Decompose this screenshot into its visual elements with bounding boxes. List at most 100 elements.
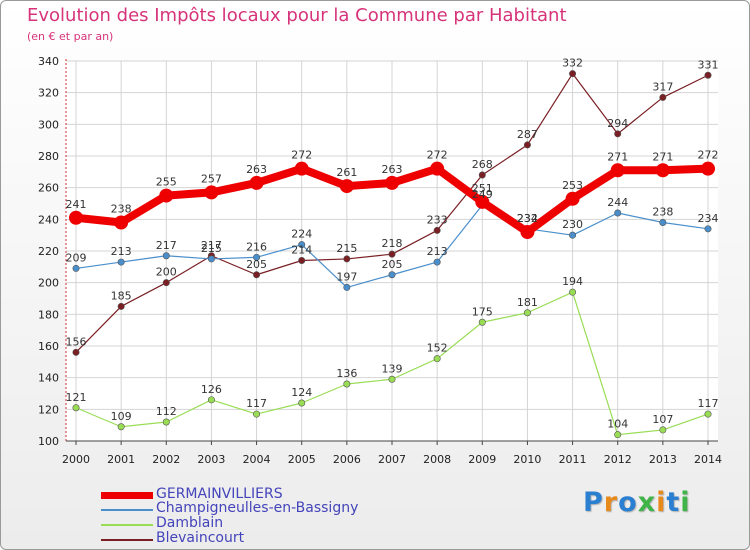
x-tick-label: 2011 bbox=[559, 453, 587, 466]
data-point bbox=[343, 283, 351, 291]
data-label: 139 bbox=[382, 362, 403, 375]
data-point bbox=[523, 309, 531, 317]
data-point bbox=[704, 410, 712, 418]
data-label: 117 bbox=[698, 397, 719, 410]
data-point bbox=[388, 250, 396, 258]
data-point bbox=[569, 288, 577, 296]
data-label: 121 bbox=[66, 391, 87, 404]
logo-letter: t bbox=[666, 487, 681, 518]
data-label: 287 bbox=[517, 128, 538, 141]
data-label: 205 bbox=[246, 258, 267, 271]
data-label: 214 bbox=[291, 244, 312, 257]
data-point bbox=[72, 404, 80, 412]
data-point bbox=[298, 256, 306, 264]
data-point bbox=[478, 318, 486, 326]
data-point bbox=[659, 93, 667, 101]
data-point bbox=[343, 255, 351, 263]
x-tick-label: 2000 bbox=[62, 453, 90, 466]
chart-subtitle: (en € et par an) bbox=[27, 30, 114, 43]
data-label: 238 bbox=[652, 206, 673, 219]
x-tick-label: 2006 bbox=[333, 453, 361, 466]
data-point bbox=[701, 161, 715, 176]
y-tick-label: 260 bbox=[38, 182, 59, 195]
data-label: 205 bbox=[382, 258, 403, 271]
data-label: 263 bbox=[246, 163, 267, 176]
legend-label: GERMAINVILLIERS bbox=[156, 486, 283, 502]
data-label: 112 bbox=[156, 405, 177, 418]
legend-label: Champigneulles-en-Bassigny bbox=[156, 500, 359, 516]
data-point bbox=[207, 255, 215, 263]
legend-label: Damblain bbox=[156, 515, 224, 531]
data-point bbox=[659, 426, 667, 434]
data-label: 194 bbox=[562, 275, 583, 288]
data-label: 117 bbox=[246, 397, 267, 410]
x-tick-label: 2007 bbox=[378, 453, 406, 466]
y-tick-label: 320 bbox=[38, 87, 59, 100]
data-label: 213 bbox=[427, 245, 448, 258]
data-point bbox=[162, 418, 170, 426]
data-point bbox=[659, 219, 667, 227]
logo-letter: x bbox=[637, 487, 657, 518]
data-point bbox=[569, 231, 577, 239]
data-label: 271 bbox=[652, 150, 673, 163]
data-label: 331 bbox=[698, 58, 719, 71]
data-label: 241 bbox=[66, 198, 87, 211]
y-tick-label: 120 bbox=[38, 403, 59, 416]
data-point bbox=[614, 431, 622, 439]
x-tick-label: 2014 bbox=[694, 453, 722, 466]
data-point bbox=[385, 175, 399, 190]
data-label: 175 bbox=[472, 305, 493, 318]
data-label: 272 bbox=[427, 149, 448, 162]
data-point bbox=[704, 71, 712, 79]
data-label: 234 bbox=[517, 212, 538, 225]
data-label: 233 bbox=[427, 213, 448, 226]
data-label: 109 bbox=[111, 410, 132, 423]
data-point bbox=[433, 226, 441, 234]
data-label: 253 bbox=[562, 179, 583, 192]
data-point bbox=[72, 264, 80, 272]
data-point bbox=[655, 163, 670, 178]
data-label: 261 bbox=[336, 166, 357, 179]
x-tick-label: 2012 bbox=[604, 453, 632, 466]
y-tick-label: 340 bbox=[38, 55, 59, 68]
y-tick-label: 280 bbox=[38, 150, 59, 163]
data-point bbox=[523, 141, 531, 149]
data-point bbox=[69, 210, 83, 225]
data-point bbox=[343, 380, 351, 388]
data-point bbox=[117, 423, 125, 431]
data-label: 104 bbox=[607, 418, 628, 431]
data-label: 213 bbox=[111, 245, 132, 258]
x-tick-label: 2013 bbox=[649, 453, 677, 466]
data-point bbox=[298, 399, 306, 407]
data-label: 152 bbox=[427, 342, 448, 355]
data-label: 124 bbox=[291, 386, 312, 399]
y-tick-label: 140 bbox=[38, 372, 59, 385]
data-point bbox=[478, 171, 486, 179]
data-point bbox=[520, 225, 535, 239]
logo-letter: i bbox=[680, 487, 691, 518]
data-label: 107 bbox=[652, 413, 673, 426]
data-point bbox=[614, 130, 622, 138]
data-label: 197 bbox=[336, 270, 357, 283]
data-label: 272 bbox=[291, 149, 312, 162]
x-tick-label: 2009 bbox=[468, 453, 496, 466]
data-label: 200 bbox=[156, 266, 177, 279]
data-label: 238 bbox=[111, 203, 132, 216]
data-point bbox=[610, 163, 625, 178]
data-point bbox=[614, 209, 622, 217]
data-label: 268 bbox=[472, 158, 493, 171]
x-tick-label: 2004 bbox=[243, 453, 271, 466]
y-tick-label: 160 bbox=[38, 340, 59, 353]
y-tick-label: 240 bbox=[38, 213, 59, 226]
data-label: 209 bbox=[66, 251, 87, 264]
legend-swatch bbox=[101, 539, 153, 541]
legend-label: Blevaincourt bbox=[156, 530, 245, 546]
data-label: 249 bbox=[472, 188, 493, 201]
logo-letter: i bbox=[656, 487, 667, 518]
data-point bbox=[298, 241, 306, 249]
data-label: 263 bbox=[382, 163, 403, 176]
data-label: 255 bbox=[156, 176, 177, 189]
data-label: 215 bbox=[201, 242, 222, 255]
data-label: 218 bbox=[382, 237, 403, 250]
data-label: 217 bbox=[201, 239, 222, 252]
